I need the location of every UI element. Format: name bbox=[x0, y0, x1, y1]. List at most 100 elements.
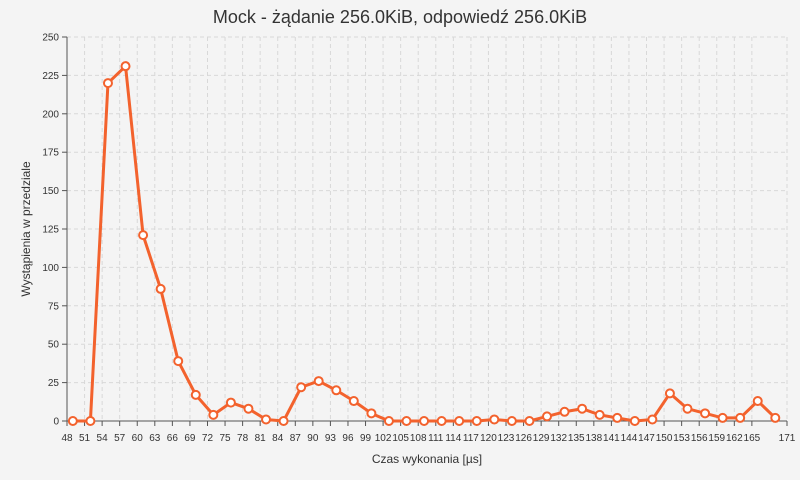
data-point bbox=[454, 416, 465, 426]
data-point bbox=[120, 61, 131, 72]
data-point bbox=[629, 416, 640, 426]
data-point bbox=[752, 396, 763, 407]
x-tick-label: 159 bbox=[708, 433, 725, 444]
x-tick-label: 126 bbox=[515, 433, 532, 444]
data-point bbox=[471, 416, 482, 426]
data-point bbox=[612, 412, 623, 423]
x-tick-label: 117 bbox=[463, 433, 479, 444]
x-axis-label: Czas wykonania [µs] bbox=[372, 452, 482, 466]
data-point bbox=[278, 416, 289, 426]
data-point bbox=[331, 385, 342, 396]
data-point bbox=[261, 414, 272, 425]
x-tick-label: 150 bbox=[656, 433, 673, 444]
x-tick-label: 63 bbox=[149, 433, 161, 444]
y-tick-label: 200 bbox=[42, 109, 59, 120]
x-tick-label: 60 bbox=[132, 433, 144, 444]
y-tick-label: 175 bbox=[42, 148, 59, 159]
data-point bbox=[296, 382, 307, 393]
x-tick-label: 138 bbox=[585, 433, 602, 444]
data-point bbox=[102, 78, 113, 89]
series-line bbox=[72, 64, 777, 423]
y-tick-label: 25 bbox=[48, 378, 60, 389]
x-tick-label: 90 bbox=[307, 433, 319, 444]
x-tick-label: 135 bbox=[568, 433, 585, 444]
data-point bbox=[348, 396, 359, 407]
data-point bbox=[559, 406, 570, 417]
x-tick-label: 111 bbox=[428, 433, 444, 444]
x-tick-label: 165 bbox=[744, 433, 761, 444]
data-point bbox=[770, 412, 781, 423]
data-point bbox=[577, 403, 588, 414]
data-point bbox=[594, 409, 605, 420]
data-point bbox=[436, 416, 447, 426]
x-tick-label: 51 bbox=[79, 433, 91, 444]
data-point bbox=[647, 414, 658, 425]
data-point bbox=[190, 389, 201, 400]
y-tick-label: 0 bbox=[53, 417, 59, 428]
x-tick-label: 171 bbox=[779, 433, 796, 444]
data-point bbox=[700, 408, 711, 419]
data-point bbox=[717, 412, 728, 423]
x-tick-label: 102 bbox=[375, 433, 392, 444]
data-point bbox=[85, 416, 96, 426]
data-point bbox=[524, 416, 535, 426]
data-point bbox=[243, 403, 254, 414]
data-point bbox=[506, 416, 517, 426]
grid-lines bbox=[67, 36, 788, 421]
x-tick-label: 93 bbox=[325, 433, 337, 444]
data-point bbox=[138, 230, 149, 241]
y-tick-label: 100 bbox=[42, 263, 59, 274]
data-point bbox=[735, 412, 746, 423]
y-axis-ticks: 0 25 50 75 100 125 150 175 200 225 250 bbox=[42, 33, 67, 428]
x-tick-label: 162 bbox=[726, 433, 743, 444]
x-tick-label: 66 bbox=[167, 433, 179, 444]
data-point bbox=[401, 416, 412, 426]
data-point bbox=[208, 409, 219, 420]
y-tick-label: 225 bbox=[42, 71, 59, 82]
x-tick-label: 156 bbox=[691, 433, 708, 444]
x-tick-label: 54 bbox=[97, 433, 109, 444]
x-tick-label: 69 bbox=[184, 433, 196, 444]
y-tick-label: 150 bbox=[42, 186, 59, 197]
x-axis-ticks: 48 51 54 57 60 63 66 69 72 75 78 81 84 87 90 93 96 99 102 1… bbox=[61, 421, 796, 444]
x-tick-label: 129 bbox=[533, 433, 550, 444]
x-tick-label: 87 bbox=[290, 433, 302, 444]
x-tick-label: 57 bbox=[114, 433, 126, 444]
data-point bbox=[173, 356, 184, 367]
x-tick-label: 147 bbox=[638, 433, 655, 444]
data-point bbox=[225, 397, 236, 408]
data-point bbox=[313, 376, 324, 387]
data-point bbox=[155, 283, 166, 294]
x-tick-label: 96 bbox=[342, 433, 354, 444]
x-tick-label: 99 bbox=[360, 433, 372, 444]
chart-title: Mock - żądanie 256.0KiB, odpowiedź 256.0… bbox=[213, 7, 587, 27]
y-tick-label: 250 bbox=[42, 33, 59, 44]
data-point bbox=[489, 414, 500, 425]
data-point bbox=[682, 403, 693, 414]
x-tick-label: 114 bbox=[445, 433, 461, 444]
x-tick-label: 144 bbox=[621, 433, 638, 444]
y-tick-label: 50 bbox=[48, 340, 60, 351]
y-tick-label: 125 bbox=[42, 225, 59, 236]
data-point bbox=[383, 416, 394, 426]
x-tick-label: 84 bbox=[272, 433, 284, 444]
x-tick-label: 153 bbox=[673, 433, 690, 444]
series-group bbox=[67, 61, 781, 426]
x-tick-label: 72 bbox=[202, 433, 214, 444]
x-tick-label: 78 bbox=[237, 433, 249, 444]
data-point bbox=[542, 411, 552, 422]
y-tick-label: 75 bbox=[48, 301, 60, 312]
x-tick-label: 48 bbox=[61, 433, 73, 444]
x-tick-label: 81 bbox=[255, 433, 267, 444]
data-point bbox=[419, 416, 430, 426]
data-point bbox=[67, 416, 78, 426]
y-axis-label: Wystąpienia w przedziale bbox=[19, 161, 33, 297]
x-tick-label: 120 bbox=[480, 433, 497, 444]
x-tick-label: 75 bbox=[219, 433, 231, 444]
x-tick-label: 132 bbox=[550, 433, 567, 444]
x-tick-label: 141 bbox=[603, 433, 620, 444]
x-tick-label: 108 bbox=[410, 433, 427, 444]
x-tick-label: 123 bbox=[498, 433, 515, 444]
